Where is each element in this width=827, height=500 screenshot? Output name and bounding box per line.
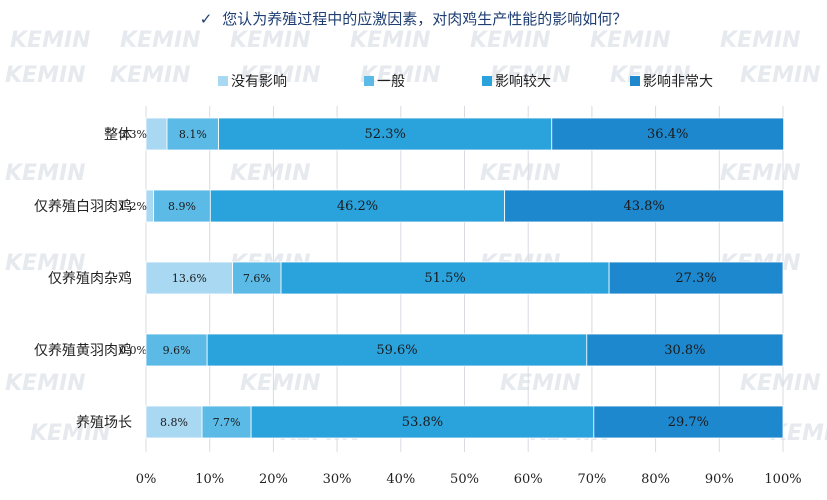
legend-label: 没有影响 xyxy=(231,74,287,90)
data-label: 46.2% xyxy=(337,199,378,214)
bar-segment xyxy=(593,405,784,439)
legend-label: 影响非常大 xyxy=(643,74,713,90)
check-icon: ✓ xyxy=(199,10,213,28)
watermark-text: KEMIN xyxy=(610,63,691,88)
category-label: 仅养殖黄羽肉鸡 xyxy=(34,342,132,359)
bar-segment xyxy=(504,189,785,223)
watermark-text: KEMIN xyxy=(740,63,821,88)
legend-swatch xyxy=(364,76,374,86)
watermark-text: KEMIN xyxy=(230,161,311,186)
watermark-text: KEMIN xyxy=(5,251,86,276)
x-tick-label: 30% xyxy=(323,472,352,487)
data-label: 9.6% xyxy=(163,344,191,357)
bar-segment xyxy=(608,261,784,295)
watermark-text: KEMIN xyxy=(240,371,321,396)
legend-swatch xyxy=(630,76,640,86)
x-tick-label: 100% xyxy=(764,472,801,487)
chart-title-text: 您认为养殖过程中的应激因素，对肉鸡生产性能的影响如何？ xyxy=(222,10,628,28)
watermark-text: KEMIN xyxy=(590,28,671,53)
watermark-text: KEMIN xyxy=(30,421,111,446)
watermark-text: KEMIN xyxy=(230,28,311,53)
legend-swatch xyxy=(218,76,228,86)
data-label: 8.9% xyxy=(168,200,196,213)
watermark-text: KEMIN xyxy=(740,371,821,396)
data-label: 29.7% xyxy=(668,415,709,430)
chart-title: ✓ 您认为养殖过程中的应激因素，对肉鸡生产性能的影响如何？ xyxy=(0,8,827,29)
category-label: 养殖场长 xyxy=(76,414,132,431)
bar-segment xyxy=(218,117,553,151)
data-label: 13.6% xyxy=(172,272,207,285)
watermark-text: KEMIN xyxy=(720,28,801,53)
watermark-text: KEMIN xyxy=(10,28,91,53)
x-tick-label: 50% xyxy=(450,472,479,487)
data-label: 7.6% xyxy=(243,272,271,285)
watermark-text: KEMIN xyxy=(5,161,86,186)
data-label: 1.2% xyxy=(119,200,147,213)
watermark-text: KEMIN xyxy=(5,63,86,88)
category-label: 仅养殖肉杂鸡 xyxy=(48,270,132,287)
watermark-text: KEMIN xyxy=(240,63,321,88)
data-label: 53.8% xyxy=(402,415,443,430)
data-label: 59.6% xyxy=(376,343,417,358)
x-tick-label: 60% xyxy=(514,472,543,487)
legend-label: 影响较大 xyxy=(495,74,551,90)
watermark-text: KEMIN xyxy=(110,63,191,88)
bar-segment xyxy=(145,405,203,439)
x-tick-label: 10% xyxy=(195,472,224,487)
data-label: 36.4% xyxy=(647,127,688,142)
watermark-text: KEMIN xyxy=(720,161,801,186)
x-tick-label: 80% xyxy=(641,472,670,487)
data-label: 52.3% xyxy=(365,127,406,142)
watermark-text: KEMIN xyxy=(490,63,571,88)
watermark-text: KEMIN xyxy=(5,371,86,396)
data-label: 7.7% xyxy=(213,416,241,429)
x-tick-label: 0% xyxy=(136,472,157,487)
x-tick-label: 70% xyxy=(577,472,606,487)
legend-label: 一般 xyxy=(377,74,405,90)
data-label: 43.8% xyxy=(623,199,664,214)
watermark-text: KEMIN xyxy=(350,28,431,53)
bar-segment xyxy=(206,333,588,367)
x-tick-label: 40% xyxy=(386,472,415,487)
watermark-text: KEMIN xyxy=(470,28,551,53)
data-label: 27.3% xyxy=(675,271,716,286)
bar-segment xyxy=(145,261,234,295)
legend-swatch xyxy=(482,76,492,86)
bar-segment xyxy=(145,189,155,223)
bar-segment xyxy=(280,261,610,295)
watermark-text: KEMIN xyxy=(120,28,201,53)
x-tick-label: 20% xyxy=(259,472,288,487)
data-label: 8.8% xyxy=(160,416,188,429)
data-label: 8.1% xyxy=(179,128,207,141)
bar-segment xyxy=(201,405,252,439)
data-label: 0.0% xyxy=(119,344,147,357)
bar-segment xyxy=(145,333,208,367)
watermark-text: KEMIN xyxy=(480,161,561,186)
bar-segment xyxy=(586,333,784,367)
data-label: 3.3% xyxy=(119,128,147,141)
data-label: 51.5% xyxy=(424,271,465,286)
category-label: 仅养殖白羽肉鸡 xyxy=(34,198,132,215)
data-label: 30.8% xyxy=(664,343,705,358)
bar-segment xyxy=(250,405,595,439)
category-label: 整体 xyxy=(104,127,132,143)
watermark-text: KEMIN xyxy=(500,371,581,396)
bar-segment xyxy=(145,117,168,151)
bar-segment xyxy=(551,117,785,151)
bar-segment xyxy=(232,261,282,295)
x-tick-label: 90% xyxy=(705,472,734,487)
